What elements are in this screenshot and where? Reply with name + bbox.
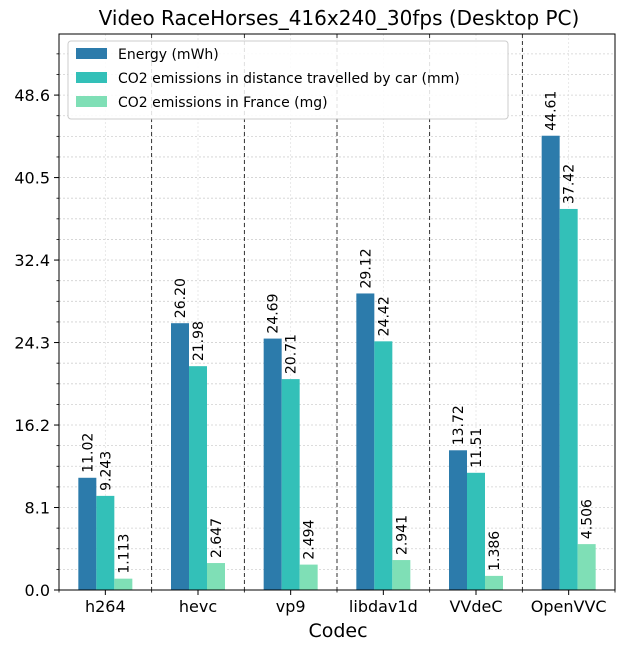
bar [281,379,300,590]
legend-swatch [76,72,107,83]
data-label: 26.20 [173,278,189,318]
bar [78,477,97,590]
legend-label: Energy (mWh) [118,47,219,63]
y-tick-label: 32.4 [14,251,50,270]
bar [449,450,467,590]
bar [541,135,560,590]
data-label: 21.98 [191,321,207,361]
bar [189,366,207,590]
data-label: 11.51 [469,428,485,468]
data-label: 29.12 [358,248,374,288]
bar [467,472,485,590]
data-label: 1.386 [487,531,503,571]
data-label: 4.506 [580,499,596,539]
legend-swatch [76,96,107,107]
data-label: 20.71 [284,334,300,374]
legend-label: CO2 emissions in France (mg) [118,95,328,111]
data-label: 1.113 [116,534,132,574]
x-tick-label: VVdeC [449,597,502,616]
data-label: 11.02 [80,433,96,473]
bar [374,341,393,590]
bar [392,560,411,590]
data-label: 9.243 [98,451,114,491]
data-label: 2.941 [394,515,410,555]
x-tick-label: libdav1d [349,597,418,616]
bar [207,563,225,590]
bar [356,293,375,590]
legend-swatch [76,48,107,59]
data-label: 24.42 [376,296,392,336]
bar [485,575,503,590]
y-tick-label: 48.6 [14,86,50,105]
x-tick-label: vp9 [276,597,306,616]
data-label: 24.69 [266,293,282,333]
y-tick-label: 8.1 [25,499,50,518]
y-tick-label: 24.3 [14,334,50,353]
y-tick-label: 0.0 [25,581,50,600]
bar [171,323,189,590]
bar [559,208,578,590]
bar [96,495,115,590]
bar [299,564,318,590]
bar [263,338,282,590]
legend-label: CO2 emissions in distance travelled by c… [118,71,460,87]
legend-box [67,40,509,120]
data-label: 13.72 [451,405,467,445]
bar [114,578,133,590]
x-tick-label: h264 [85,597,126,616]
y-tick-label: 40.5 [14,169,50,188]
data-label: 37.42 [562,164,578,204]
data-label: 2.494 [302,519,318,559]
x-axis-label: Codec [308,620,367,642]
bar [577,544,596,590]
x-tick-label: OpenVVC [531,597,607,616]
y-tick-label: 16.2 [14,416,50,435]
chart-title: Video RaceHorses_416x240_30fps (Desktop … [99,6,580,30]
x-tick-label: hevc [179,597,217,616]
data-label: 44.61 [544,91,560,131]
data-label: 2.647 [209,518,225,558]
